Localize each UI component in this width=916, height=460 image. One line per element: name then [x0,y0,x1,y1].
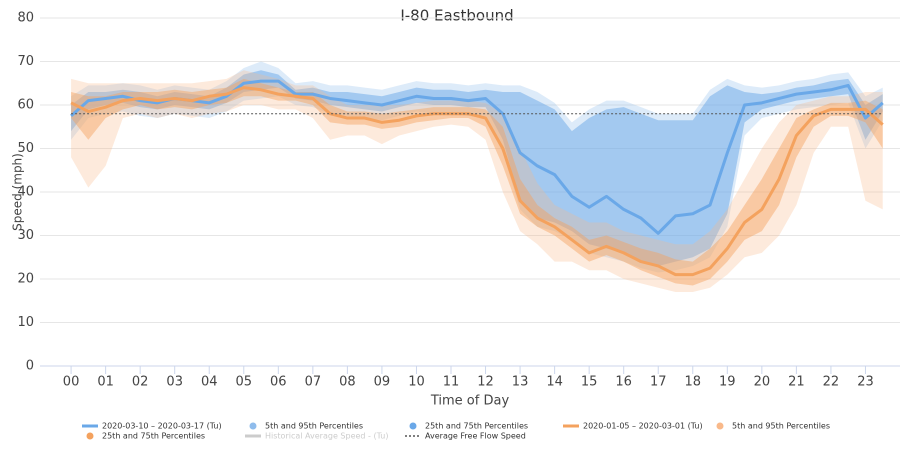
x-tick-label: 04 [201,375,218,390]
x-tick-label: 17 [650,375,667,390]
x-tick-label: 20 [754,375,771,390]
x-tick-label: 08 [339,375,356,390]
x-tick-label: 16 [615,375,632,390]
y-axis-label: Speed (mph) [11,153,25,231]
chart-title: I-80 Eastbound [400,7,513,25]
x-tick-label: 02 [132,375,149,390]
x-tick-label: 11 [443,375,460,390]
legend-label: 25th and 75th Percentiles [425,422,528,431]
y-tick-label: 30 [17,228,34,243]
legend-label: Historical Average Speed - (Tu) [265,432,388,441]
x-tick-label: 09 [374,375,391,390]
legend-symbol [249,422,257,430]
legend-label: 5th and 95th Percentiles [732,422,830,431]
x-tick-label: 15 [581,375,598,390]
x-tick-label: 13 [512,375,529,390]
y-tick-label: 80 [17,11,34,26]
speed-line [70,79,884,235]
y-tick-label: 20 [17,272,34,287]
legend-label: 5th and 95th Percentiles [265,422,363,431]
y-tick-label: 70 [17,54,34,69]
y-tick-label: 0 [26,359,34,374]
legend-label: 2020-01-05 – 2020-03-01 (Tu) [583,422,703,431]
legend-label: 2020-03-10 – 2020-03-17 (Tu) [102,422,222,431]
x-tick-label: 21 [788,375,805,390]
x-tick-label: 05 [236,375,253,390]
x-tick-label: 14 [546,375,563,390]
x-tick-label: 10 [408,375,425,390]
x-tick-label: 23 [857,375,874,390]
x-tick-label: 19 [719,375,736,390]
legend-label: 25th and 75th Percentiles [102,432,205,441]
x-axis-label: Time of Day [430,394,510,409]
x-tick-label: 18 [684,375,701,390]
x-tick-label: 22 [823,375,840,390]
percentile-band [71,70,883,266]
x-tick-label: 07 [305,375,322,390]
legend-symbol [86,432,94,440]
y-tick-label: 50 [17,141,34,156]
y-tick-label: 40 [17,185,34,200]
x-tick-label: 12 [477,375,494,390]
legend-label: Average Free Flow Speed [425,432,526,441]
legend-symbol [716,422,724,430]
x-tick-label: 01 [97,375,114,390]
legend-symbol [409,422,417,430]
y-tick-label: 60 [17,98,34,113]
x-tick-label: 06 [270,375,287,390]
y-tick-label: 10 [17,315,34,330]
speed-line [70,86,884,277]
x-tick-label: 00 [63,375,80,390]
x-tick-label: 03 [166,375,183,390]
